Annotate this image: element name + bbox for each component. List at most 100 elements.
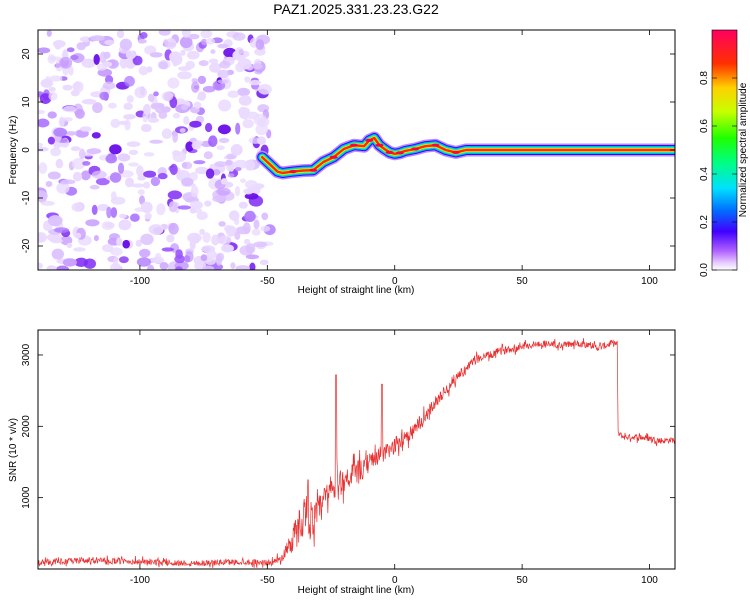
y-tick-label: 0 <box>21 147 32 153</box>
noise-blob <box>208 135 218 147</box>
noise-blob <box>137 189 145 195</box>
noise-blob <box>167 77 180 89</box>
x-tick-label: 100 <box>641 276 658 287</box>
noise-blob <box>238 95 252 106</box>
noise-blob <box>243 188 254 195</box>
noise-blob <box>158 61 169 70</box>
noise-blob <box>237 58 252 70</box>
snr-plot-area <box>38 330 675 569</box>
noise-blob <box>220 178 228 185</box>
noise-blob <box>198 60 209 67</box>
noise-blob <box>233 217 240 226</box>
noise-blob <box>181 177 194 187</box>
ridge-peak <box>385 150 394 154</box>
noise-blob <box>180 104 189 110</box>
noise-blob <box>90 35 105 41</box>
noise-blob <box>70 89 80 97</box>
noise-blob <box>48 91 58 101</box>
noise-blob <box>187 232 202 243</box>
noise-blob <box>38 262 43 269</box>
noise-blob <box>110 191 117 201</box>
noise-blob <box>157 172 168 180</box>
noise-blob <box>203 151 213 160</box>
noise-blob <box>232 32 246 41</box>
noise-blob <box>181 161 193 170</box>
noise-blob <box>62 258 77 267</box>
noise-blob <box>172 151 187 163</box>
noise-blob <box>245 254 260 260</box>
noise-blob <box>217 124 231 135</box>
y-tick-label: -10 <box>21 190 32 205</box>
noise-blob <box>200 30 213 39</box>
noise-blob <box>119 213 127 219</box>
noise-blob <box>54 227 69 233</box>
noise-blob <box>240 178 246 184</box>
noise-blob <box>188 33 200 40</box>
spectrogram-x-ticks: -100 -50 0 50 100 <box>130 30 658 287</box>
noise-blob <box>47 111 57 119</box>
noise-blob <box>81 58 96 68</box>
noise-blob <box>183 116 190 125</box>
noise-blob <box>161 128 172 139</box>
noise-blob <box>238 201 248 209</box>
noise-blob <box>154 252 162 263</box>
noise-blob <box>71 202 84 212</box>
noise-blob <box>93 54 100 65</box>
noise-blob <box>225 159 233 166</box>
noise-blob <box>125 50 137 60</box>
x-tick-label: -50 <box>260 276 275 287</box>
noise-blob <box>161 247 174 252</box>
ridge-peak <box>375 143 384 147</box>
noise-blob <box>242 222 251 235</box>
colorbar-tick-label: 0.6 <box>699 119 710 133</box>
noise-blob <box>191 81 200 93</box>
noise-blob <box>158 111 168 119</box>
noise-blob <box>202 232 211 243</box>
noise-blob <box>116 30 125 39</box>
noise-blob <box>93 235 99 242</box>
noise-blob <box>71 158 86 170</box>
noise-blob <box>38 146 49 152</box>
y-tick-label: 10 <box>21 96 32 108</box>
spectrogram-ridge <box>255 131 675 180</box>
noise-blob <box>168 201 178 213</box>
noise-blob <box>193 101 202 110</box>
noise-blob <box>123 102 133 110</box>
noise-blob <box>197 91 207 101</box>
noise-blob <box>193 160 206 165</box>
ridge-peak <box>309 168 318 172</box>
noise-blob <box>186 50 200 60</box>
noise-blob <box>92 102 103 114</box>
spectrogram-content <box>38 30 675 270</box>
noise-blob <box>244 210 256 222</box>
noise-blob <box>123 114 136 120</box>
noise-blob <box>135 239 142 247</box>
noise-blob <box>249 262 256 270</box>
noise-blob <box>150 176 161 187</box>
noise-blob <box>76 42 86 51</box>
colorbar: 0.0 0.2 0.4 0.6 0.8 Normalized spectral ampl… <box>699 29 749 277</box>
ridge-peak <box>451 150 460 154</box>
noise-blob <box>168 222 179 235</box>
noise-blob <box>82 161 91 166</box>
noise-blob <box>218 235 232 246</box>
noise-blob <box>40 200 55 206</box>
noise-blob <box>200 254 208 262</box>
x-tick-label: 0 <box>392 276 398 287</box>
x-tick-label: -100 <box>130 276 150 287</box>
noise-blob <box>177 205 192 210</box>
colorbar-tick-label: 0.4 <box>699 167 710 181</box>
y-tick-label: 20 <box>21 48 32 60</box>
noise-blob <box>242 119 254 129</box>
noise-blob <box>172 131 179 143</box>
noise-blob <box>216 187 231 196</box>
noise-blob <box>81 98 97 105</box>
noise-blob <box>209 62 222 73</box>
noise-blob <box>51 248 64 260</box>
noise-blob <box>205 168 215 179</box>
noise-blob <box>244 238 251 245</box>
noise-blob <box>109 172 122 183</box>
noise-blob <box>66 47 75 53</box>
noise-blob <box>38 109 46 115</box>
